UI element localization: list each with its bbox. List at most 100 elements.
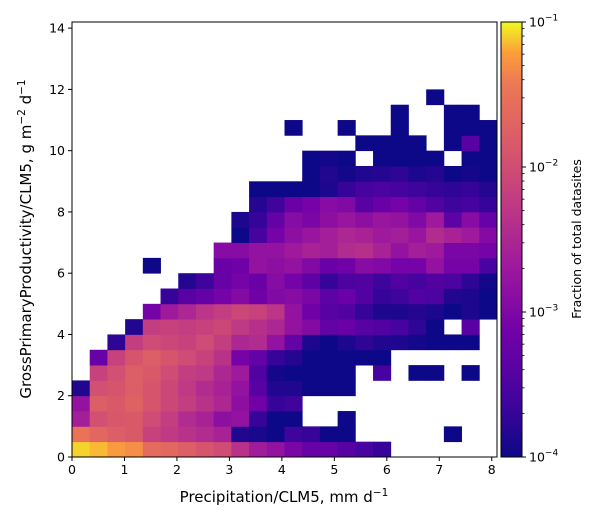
heatmap-cell [390, 150, 409, 167]
heatmap-cell [89, 426, 108, 443]
heatmap-cell [231, 242, 250, 259]
heatmap-cell [160, 288, 179, 305]
heatmap-cell [319, 441, 339, 458]
heatmap-cell [195, 349, 215, 366]
heatmap-cell [426, 303, 445, 320]
heatmap-cell [461, 196, 480, 213]
heatmap-cell [213, 426, 232, 443]
x-tick-label: 5 [330, 462, 338, 477]
heatmap-cell [443, 196, 462, 213]
heatmap-cell [142, 380, 161, 397]
heatmap-cell [266, 211, 285, 228]
heatmap-cell [302, 426, 321, 443]
heatmap-cell [231, 227, 250, 243]
colorbar-tick-label: 10−2 [529, 159, 558, 175]
heatmap-cell [249, 196, 268, 213]
heatmap-cell [408, 196, 427, 213]
heatmap-cell [337, 150, 356, 167]
heatmap-cell [408, 165, 427, 182]
heatmap-cell [249, 257, 268, 274]
heatmap-cell [249, 349, 268, 366]
heatmap-cell [355, 273, 374, 289]
heatmap-cell [142, 365, 161, 381]
heatmap-cell [266, 334, 285, 351]
heatmap-cell [373, 165, 392, 182]
x-axis-label: Precipitation/CLM5, mm d−1 [180, 487, 389, 506]
heatmap-cell [266, 257, 285, 274]
heatmap-cell [72, 411, 91, 427]
heatmap-cell [195, 334, 215, 351]
heatmap-cell [373, 150, 392, 167]
heatmap-cell [160, 441, 179, 458]
heatmap-cells [72, 89, 498, 458]
heatmap-cell [319, 181, 339, 198]
heatmap-cell [461, 165, 480, 182]
heatmap-cell [337, 365, 356, 381]
heatmap-cell [426, 196, 445, 213]
heatmap-cell [319, 165, 339, 182]
heatmap-cell [408, 227, 427, 243]
y-tick-label: 10 [49, 143, 65, 158]
heatmap-cell [390, 196, 409, 213]
heatmap-cell [479, 150, 498, 167]
heatmap-cell [426, 365, 445, 381]
heatmap-cell [160, 303, 179, 320]
heatmap-cell [107, 411, 126, 427]
heatmap-cell [213, 365, 232, 381]
heatmap-cell [72, 380, 91, 397]
heatmap-cell [249, 319, 268, 335]
heatmap-cell [319, 380, 339, 397]
heatmap-cell [373, 135, 392, 152]
heatmap-cell [213, 411, 232, 427]
heatmap-cell [107, 441, 126, 458]
heatmap-cell [195, 365, 215, 381]
heatmap-cell [160, 334, 179, 351]
y-tick-label: 8 [57, 204, 65, 219]
heatmap-cell [461, 288, 480, 305]
heatmap-cell [426, 319, 445, 335]
heatmap-cell [89, 365, 108, 381]
heatmap-cell [266, 380, 285, 397]
heatmap-cell [195, 395, 215, 412]
y-tick-label: 12 [49, 82, 65, 97]
plot-area-frame [71, 21, 498, 458]
heatmap-cell [107, 380, 126, 397]
heatmap-cell [408, 242, 427, 259]
heatmap-cell [284, 257, 303, 274]
heatmap-cell [479, 165, 498, 182]
heatmap-cell [461, 365, 480, 381]
heatmap-cell [461, 211, 480, 228]
heatmap-cell [390, 211, 409, 228]
heatmap-cell [249, 227, 268, 243]
heatmap-cell [319, 288, 339, 305]
heatmap-cell [178, 411, 197, 427]
heatmap-cell [319, 257, 339, 274]
heatmap-cell [195, 303, 215, 320]
heatmap-cell [160, 349, 179, 366]
heatmap-cell [390, 303, 409, 320]
heatmap-cell [284, 426, 303, 443]
heatmap-cell [195, 380, 215, 397]
heatmap-cell [319, 242, 339, 259]
heatmap-cell [390, 257, 409, 274]
heatmap-cell [178, 349, 197, 366]
heatmap-cell [443, 181, 462, 198]
heatmap-cell [443, 426, 462, 443]
heatmap-cell [408, 211, 427, 228]
heatmap-cell [266, 288, 285, 305]
colorbar-tick-label: 10−1 [529, 14, 558, 30]
heatmap-cell [443, 165, 462, 182]
x-axis-label-exponent: −1 [373, 487, 388, 499]
heatmap-cell [231, 426, 250, 443]
heatmap-cell [284, 211, 303, 228]
y-axis-ticks: 0 2 4 6 8 10 12 14 [49, 21, 72, 465]
heatmap-cell [443, 303, 462, 320]
x-tick-label: 6 [383, 462, 391, 477]
x-tick-label: 2 [173, 462, 181, 477]
heatmap-cell [72, 395, 91, 412]
heatmap-cell [195, 273, 215, 289]
heatmap-cell [373, 227, 392, 243]
colorbar-tick-label: 10−4 [529, 449, 558, 465]
heatmap-cell [461, 181, 480, 198]
heatmap-cell [390, 319, 409, 335]
